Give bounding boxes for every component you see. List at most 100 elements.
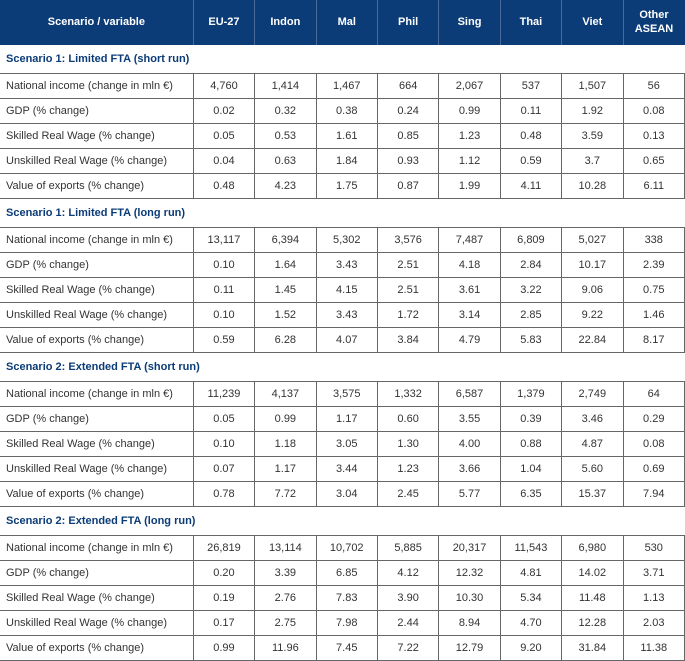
- col-other-asean: OtherASEAN: [623, 0, 685, 45]
- data-cell: 1.84: [316, 148, 377, 173]
- data-cell: 1.23: [377, 456, 438, 481]
- data-cell: 15.37: [562, 481, 623, 506]
- col-sing: Sing: [439, 0, 500, 45]
- data-cell: 0.99: [439, 98, 500, 123]
- data-cell: 530: [623, 535, 685, 560]
- data-cell: 11.38: [623, 635, 685, 660]
- data-cell: 5,885: [377, 535, 438, 560]
- data-cell: 2,067: [439, 73, 500, 98]
- data-cell: 0.99: [255, 406, 316, 431]
- data-cell: 3.55: [439, 406, 500, 431]
- data-cell: 1.92: [562, 98, 623, 123]
- data-cell: 0.59: [500, 148, 561, 173]
- data-cell: 1.23: [439, 123, 500, 148]
- col-viet: Viet: [562, 0, 623, 45]
- section-title: Scenario 1: Limited FTA (short run): [0, 45, 685, 74]
- data-cell: 6.28: [255, 327, 316, 352]
- data-cell: 0.10: [193, 431, 254, 456]
- table-row: Skilled Real Wage (% change)0.111.454.15…: [0, 277, 685, 302]
- data-cell: 2,749: [562, 381, 623, 406]
- data-cell: 2.85: [500, 302, 561, 327]
- data-cell: 0.65: [623, 148, 685, 173]
- data-cell: 4.81: [500, 560, 561, 585]
- row-label: GDP (% change): [0, 252, 193, 277]
- data-cell: 9.22: [562, 302, 623, 327]
- table-row: Skilled Real Wage (% change)0.192.767.83…: [0, 585, 685, 610]
- table-row: Unskilled Real Wage (% change)0.040.631.…: [0, 148, 685, 173]
- row-label: Value of exports (% change): [0, 173, 193, 198]
- data-cell: 1.30: [377, 431, 438, 456]
- data-cell: 5,302: [316, 227, 377, 252]
- data-cell: 0.04: [193, 148, 254, 173]
- data-cell: 1.17: [316, 406, 377, 431]
- row-label: GDP (% change): [0, 406, 193, 431]
- data-cell: 4.00: [439, 431, 500, 456]
- data-cell: 0.38: [316, 98, 377, 123]
- data-cell: 0.05: [193, 406, 254, 431]
- data-cell: 7.83: [316, 585, 377, 610]
- row-label: Unskilled Real Wage (% change): [0, 456, 193, 481]
- data-cell: 0.93: [377, 148, 438, 173]
- data-cell: 3,575: [316, 381, 377, 406]
- data-cell: 9.20: [500, 635, 561, 660]
- data-cell: 3.71: [623, 560, 685, 585]
- table-row: Value of exports (% change)0.787.723.042…: [0, 481, 685, 506]
- table-header: Scenario / variable EU-27 Indon Mal Phil…: [0, 0, 685, 45]
- data-cell: 7.72: [255, 481, 316, 506]
- data-cell: 1,379: [500, 381, 561, 406]
- table-row: National income (change in mln €)4,7601,…: [0, 73, 685, 98]
- section-title: Scenario 2: Extended FTA (long run): [0, 506, 685, 535]
- data-cell: 11,239: [193, 381, 254, 406]
- data-cell: 3.39: [255, 560, 316, 585]
- data-cell: 3,576: [377, 227, 438, 252]
- section-header-row: Scenario 1: Limited FTA (long run): [0, 198, 685, 227]
- data-cell: 2.51: [377, 277, 438, 302]
- data-cell: 6.85: [316, 560, 377, 585]
- data-cell: 6,980: [562, 535, 623, 560]
- table-row: GDP (% change)0.050.991.170.603.550.393.…: [0, 406, 685, 431]
- data-cell: 4.12: [377, 560, 438, 585]
- data-cell: 0.20: [193, 560, 254, 585]
- table-row: Unskilled Real Wage (% change)0.172.757.…: [0, 610, 685, 635]
- row-label: National income (change in mln €): [0, 535, 193, 560]
- col-mal: Mal: [316, 0, 377, 45]
- section-header-row: Scenario 2: Extended FTA (short run): [0, 352, 685, 381]
- data-cell: 0.29: [623, 406, 685, 431]
- row-label: GDP (% change): [0, 560, 193, 585]
- data-cell: 31.84: [562, 635, 623, 660]
- data-cell: 2.39: [623, 252, 685, 277]
- row-label: National income (change in mln €): [0, 381, 193, 406]
- table-row: Value of exports (% change)0.596.284.073…: [0, 327, 685, 352]
- data-cell: 7.98: [316, 610, 377, 635]
- table-row: National income (change in mln €)13,1176…: [0, 227, 685, 252]
- data-cell: 12.28: [562, 610, 623, 635]
- data-cell: 537: [500, 73, 561, 98]
- data-cell: 0.07: [193, 456, 254, 481]
- data-cell: 22.84: [562, 327, 623, 352]
- table-body: Scenario 1: Limited FTA (short run)Natio…: [0, 45, 685, 661]
- data-cell: 7.22: [377, 635, 438, 660]
- data-cell: 1.46: [623, 302, 685, 327]
- data-cell: 0.60: [377, 406, 438, 431]
- data-cell: 12.32: [439, 560, 500, 585]
- row-label: Skilled Real Wage (% change): [0, 585, 193, 610]
- data-cell: 6,587: [439, 381, 500, 406]
- data-cell: 10.28: [562, 173, 623, 198]
- row-label: National income (change in mln €): [0, 227, 193, 252]
- data-cell: 4.15: [316, 277, 377, 302]
- data-cell: 0.53: [255, 123, 316, 148]
- data-cell: 0.11: [500, 98, 561, 123]
- data-cell: 10.17: [562, 252, 623, 277]
- data-cell: 2.03: [623, 610, 685, 635]
- data-cell: 4.87: [562, 431, 623, 456]
- data-cell: 6.35: [500, 481, 561, 506]
- data-cell: 1.04: [500, 456, 561, 481]
- data-cell: 6,394: [255, 227, 316, 252]
- data-cell: 56: [623, 73, 685, 98]
- table-row: Skilled Real Wage (% change)0.050.531.61…: [0, 123, 685, 148]
- col-eu27: EU-27: [193, 0, 254, 45]
- data-cell: 5.77: [439, 481, 500, 506]
- table-row: Value of exports (% change)0.9911.967.45…: [0, 635, 685, 660]
- col-phil: Phil: [377, 0, 438, 45]
- data-cell: 11,543: [500, 535, 561, 560]
